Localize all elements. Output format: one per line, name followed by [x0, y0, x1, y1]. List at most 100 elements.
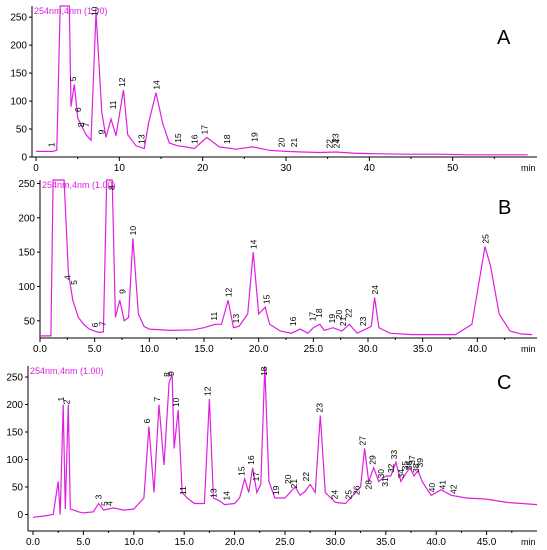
chart-panel-c: 0 50 100 150 200 250 0.0 5.0 10.0 15.0 20.0 25.0 30.… [6, 365, 538, 548]
x-axis-unit: min [521, 163, 536, 173]
x-tick-label: 5.0 [76, 537, 90, 548]
peak-label-34: 34 [396, 469, 406, 479]
peak-label-38: 38 [411, 463, 421, 473]
x-tick-label: 40 [364, 163, 376, 174]
peak-label-13: 13 [136, 134, 146, 144]
peak-label-24: 24 [331, 139, 341, 149]
panel-letter: C [497, 372, 511, 394]
peak-label-28: 28 [364, 480, 374, 490]
peak-label-1: 1 [56, 396, 66, 401]
peak-label-5: 5 [68, 76, 78, 81]
y-tick-label: 250 [10, 13, 27, 24]
peak-label-14: 14 [249, 239, 259, 249]
peak-label-9: 9 [96, 129, 106, 134]
peak-label-16: 16 [246, 455, 256, 465]
peak-label-35: 35 [400, 461, 410, 471]
peak-label-19: 19 [271, 485, 281, 495]
y-tick-label: 50 [24, 316, 36, 327]
peak-label-9: 9 [166, 371, 176, 376]
y-tick-label: 100 [18, 282, 35, 293]
detector-header: 254nm,4nm (1.00) [30, 366, 104, 376]
y-tick-label: 100 [6, 455, 23, 466]
peak-label-25: 25 [344, 490, 354, 500]
x-tick-label: 20.0 [225, 537, 245, 548]
x-tick-label: 0 [33, 163, 39, 174]
peak-label-33: 33 [389, 450, 399, 460]
peak-label-19: 19 [327, 314, 337, 324]
x-tick-label: 10.0 [140, 344, 160, 355]
peak-label-20: 20 [334, 310, 344, 320]
peak-label-3: 3 [94, 494, 104, 499]
peak-label-12: 12 [117, 77, 127, 87]
peak-label-26: 26 [352, 485, 362, 495]
peak-label-13: 13 [208, 488, 218, 498]
peak-label-42: 42 [448, 484, 458, 494]
x-tick-label: 25.0 [304, 344, 324, 355]
peak-label-7: 7 [81, 122, 91, 127]
x-tick-label: 30 [280, 163, 292, 174]
chart-panel-a: 0 50 100 150 200 250 0 10 20 30 40 50 min 254nm,4nm (… [10, 5, 537, 174]
peak-label-40: 40 [427, 483, 437, 493]
peak-label-36: 36 [404, 461, 414, 471]
x-tick-label: 15.0 [174, 537, 194, 548]
y-tick-label: 150 [6, 428, 23, 439]
chromatogram-trace [36, 5, 528, 156]
chromatogram-trace [32, 365, 538, 518]
detector-header: 254nm,4nm (1.00) [34, 6, 108, 16]
peak-label-21: 21 [289, 138, 299, 148]
panel-letter: B [498, 197, 511, 219]
peak-label-32: 32 [386, 463, 396, 473]
chromatogram-trace [40, 179, 533, 337]
x-tick-label: 30.0 [358, 344, 378, 355]
peak-label-10: 10 [90, 6, 100, 16]
peak-label-6: 6 [142, 418, 152, 423]
x-tick-label: 50 [447, 163, 459, 174]
peak-label-21: 21 [289, 479, 299, 489]
x-tick-label: 40.0 [426, 537, 446, 548]
peak-label-14: 14 [151, 80, 161, 90]
peak-label-9: 9 [117, 289, 127, 294]
peak-label-23: 23 [331, 133, 341, 143]
x-axis-unit: min [521, 537, 536, 547]
peak-label-6: 6 [73, 107, 83, 112]
peak-label-22: 22 [325, 139, 335, 149]
x-tick-label: 5.0 [88, 344, 102, 355]
x-tick-label: 35.0 [413, 344, 433, 355]
x-tick-label: 10.0 [124, 537, 144, 548]
x-axis-unit: min [521, 344, 536, 354]
y-tick-label: 0 [21, 153, 27, 164]
peak-label-16: 16 [288, 316, 298, 326]
peak-label-17: 17 [307, 312, 317, 322]
peak-label-17: 17 [200, 125, 210, 135]
peak-label-21: 21 [338, 316, 348, 326]
peak-label-37: 37 [407, 455, 417, 465]
peak-label-13: 13 [231, 314, 241, 324]
x-tick-label: 40.0 [468, 344, 488, 355]
peak-label-18: 18 [314, 308, 324, 318]
peak-label-30: 30 [376, 469, 386, 479]
y-tick-label: 150 [18, 248, 35, 259]
peak-label-10: 10 [128, 226, 138, 236]
peak-label-8: 8 [162, 372, 172, 377]
y-tick-label: 150 [10, 69, 27, 80]
peak-label-6: 6 [90, 322, 100, 327]
peak-label-11: 11 [209, 311, 219, 320]
y-tick-label: 250 [18, 179, 35, 190]
peak-label-23: 23 [314, 403, 324, 413]
y-tick-label: 250 [6, 373, 23, 384]
peak-label-7: 7 [152, 396, 162, 401]
x-tick-label: 45.0 [477, 537, 497, 548]
peak-label-41: 41 [437, 480, 447, 490]
peak-label-19: 19 [250, 132, 260, 142]
peak-label-22: 22 [301, 472, 311, 482]
peak-label-4: 4 [105, 501, 115, 506]
x-tick-label: 35.0 [376, 537, 396, 548]
peak-label-11: 11 [108, 100, 118, 109]
y-tick-label: 200 [10, 41, 27, 52]
peak-label-12: 12 [202, 386, 212, 396]
peak-label-18: 18 [222, 134, 232, 144]
peak-label-24: 24 [370, 285, 380, 295]
peak-label-22: 22 [344, 308, 354, 318]
peak-label-2: 2 [61, 399, 71, 404]
